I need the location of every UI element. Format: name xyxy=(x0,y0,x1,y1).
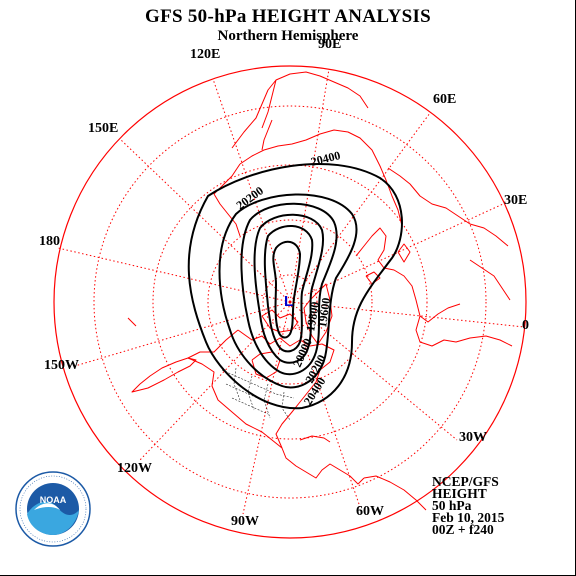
contour-20400 xyxy=(187,162,403,410)
info-date: Feb 10, 2015 xyxy=(432,510,505,525)
lon-label-30e: 30E xyxy=(504,193,528,208)
meridian-30w xyxy=(289,301,458,441)
coast-central-america xyxy=(281,447,365,485)
low-marker: L xyxy=(284,293,293,310)
lon-label-150w: 150W xyxy=(44,358,79,373)
coast-arabia xyxy=(469,259,511,301)
coast-canadian-archipelago xyxy=(261,309,299,333)
contour-20200 xyxy=(218,193,358,389)
lon-label-180: 180 xyxy=(39,234,60,249)
lon-label-120w: 120W xyxy=(117,461,152,476)
contour-label-20200-left: 20200 xyxy=(234,183,266,212)
coast-iceland xyxy=(365,271,381,285)
contour-19400 xyxy=(272,240,301,339)
map-boundary xyxy=(53,65,527,539)
height-contours xyxy=(187,162,403,410)
meridian-150w xyxy=(74,301,291,367)
meridian-120e xyxy=(212,78,291,303)
coast-kamchatka xyxy=(231,79,277,149)
coast-russia-arctic xyxy=(239,129,403,227)
lon-label-30w: 30W xyxy=(459,430,487,445)
meridian-30e xyxy=(289,203,504,303)
coast-iberia-africa xyxy=(415,315,513,347)
meridian-60e xyxy=(289,112,431,303)
chart-title: GFS 50-hPa HEIGHT ANALYSIS xyxy=(144,6,432,27)
coast-british-isles xyxy=(397,243,411,263)
coast-greenland xyxy=(303,283,333,345)
contour-label-20400-top: 20400 xyxy=(309,148,341,169)
coast-europe-scandinavia xyxy=(355,227,461,323)
chart-subtitle: Northern Hemisphere xyxy=(217,28,359,44)
lon-label-60e: 60E xyxy=(433,92,457,107)
coast-cuba xyxy=(299,435,331,443)
coast-south-america xyxy=(363,475,427,511)
meridian-150e xyxy=(119,138,291,303)
lon-label-120e: 120E xyxy=(190,47,221,62)
lon-label-90e: 90E xyxy=(318,37,342,52)
lat-circle-60n xyxy=(207,219,373,385)
info-block: NCEP/GFS HEIGHT 50 hPa Feb 10, 2015 00Z … xyxy=(432,474,505,537)
coast-alaska xyxy=(131,357,197,393)
meridian-0 xyxy=(289,301,525,328)
meridians xyxy=(57,68,525,515)
lon-label-60w: 60W xyxy=(356,504,384,519)
coast-north-america xyxy=(187,329,335,449)
coast-asia-east xyxy=(275,71,369,109)
lat-circle-40n xyxy=(152,164,428,440)
contour-label-19600-center: 19600 xyxy=(315,297,333,329)
logo-text: NOAA xyxy=(40,495,67,505)
contour-label-19800-center: 19800 xyxy=(303,301,322,333)
coast-hawaii xyxy=(127,317,137,327)
coast-japan xyxy=(261,119,273,151)
latitude-circles xyxy=(93,105,487,499)
lon-label-90w: 90W xyxy=(231,514,259,529)
info-variable: HEIGHT xyxy=(432,486,487,501)
contour-19800 xyxy=(253,213,324,364)
info-level: 50 hPa xyxy=(432,498,472,513)
coast-siberia-east xyxy=(213,163,241,237)
noaa-logo-icon: NOAA xyxy=(15,471,91,547)
lon-label-150e: 150E xyxy=(88,121,119,136)
lat-circle-80n xyxy=(262,274,318,330)
info-source: NCEP/GFS xyxy=(432,474,499,489)
lon-label-0: 0 xyxy=(522,318,529,333)
lat-circle-20n xyxy=(93,105,487,499)
coast-india xyxy=(387,167,509,247)
contour-19600 xyxy=(263,225,314,353)
contour-20000 xyxy=(240,202,338,376)
meridian-90e xyxy=(289,68,330,303)
meridian-120w xyxy=(139,301,291,461)
info-run: 00Z + f240 xyxy=(432,522,494,537)
